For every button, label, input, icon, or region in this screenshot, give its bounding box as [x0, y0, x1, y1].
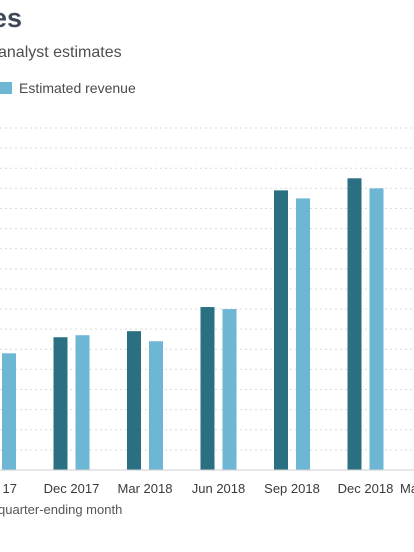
bar-series2-5: [369, 188, 384, 470]
chart-subtitle: analyst estimates: [0, 44, 122, 61]
x-tick-label: Jun 2018: [192, 481, 246, 496]
x-tick-label: Dec 2017: [44, 481, 100, 496]
bar-series2-3: [222, 309, 237, 470]
bar-series2-2: [149, 341, 163, 470]
x-tick-label: Sep 2018: [264, 481, 320, 496]
x-tick-label: Dec 2018: [338, 481, 394, 496]
bar-series1-1: [53, 337, 68, 470]
bar-series2-1: [75, 335, 90, 470]
bar-series2-4: [296, 198, 310, 471]
legend-swatch-estimated: [0, 82, 12, 94]
x-axis-label: quarter-ending month: [0, 502, 123, 517]
legend: Estimated revenue: [0, 78, 136, 98]
x-tick-label: Ma: [400, 481, 414, 496]
bar-series2-0: [2, 353, 16, 470]
bar-series1-5: [347, 178, 362, 470]
bar-series1-4: [274, 190, 288, 471]
x-tick-label: Mar 2018: [118, 481, 173, 496]
x-tick-label: 17: [3, 481, 17, 496]
bar-series1-2: [127, 331, 141, 470]
chart-title: es: [0, 3, 23, 33]
bar-series1-3: [200, 307, 215, 470]
legend-label-estimated: Estimated revenue: [19, 80, 136, 96]
